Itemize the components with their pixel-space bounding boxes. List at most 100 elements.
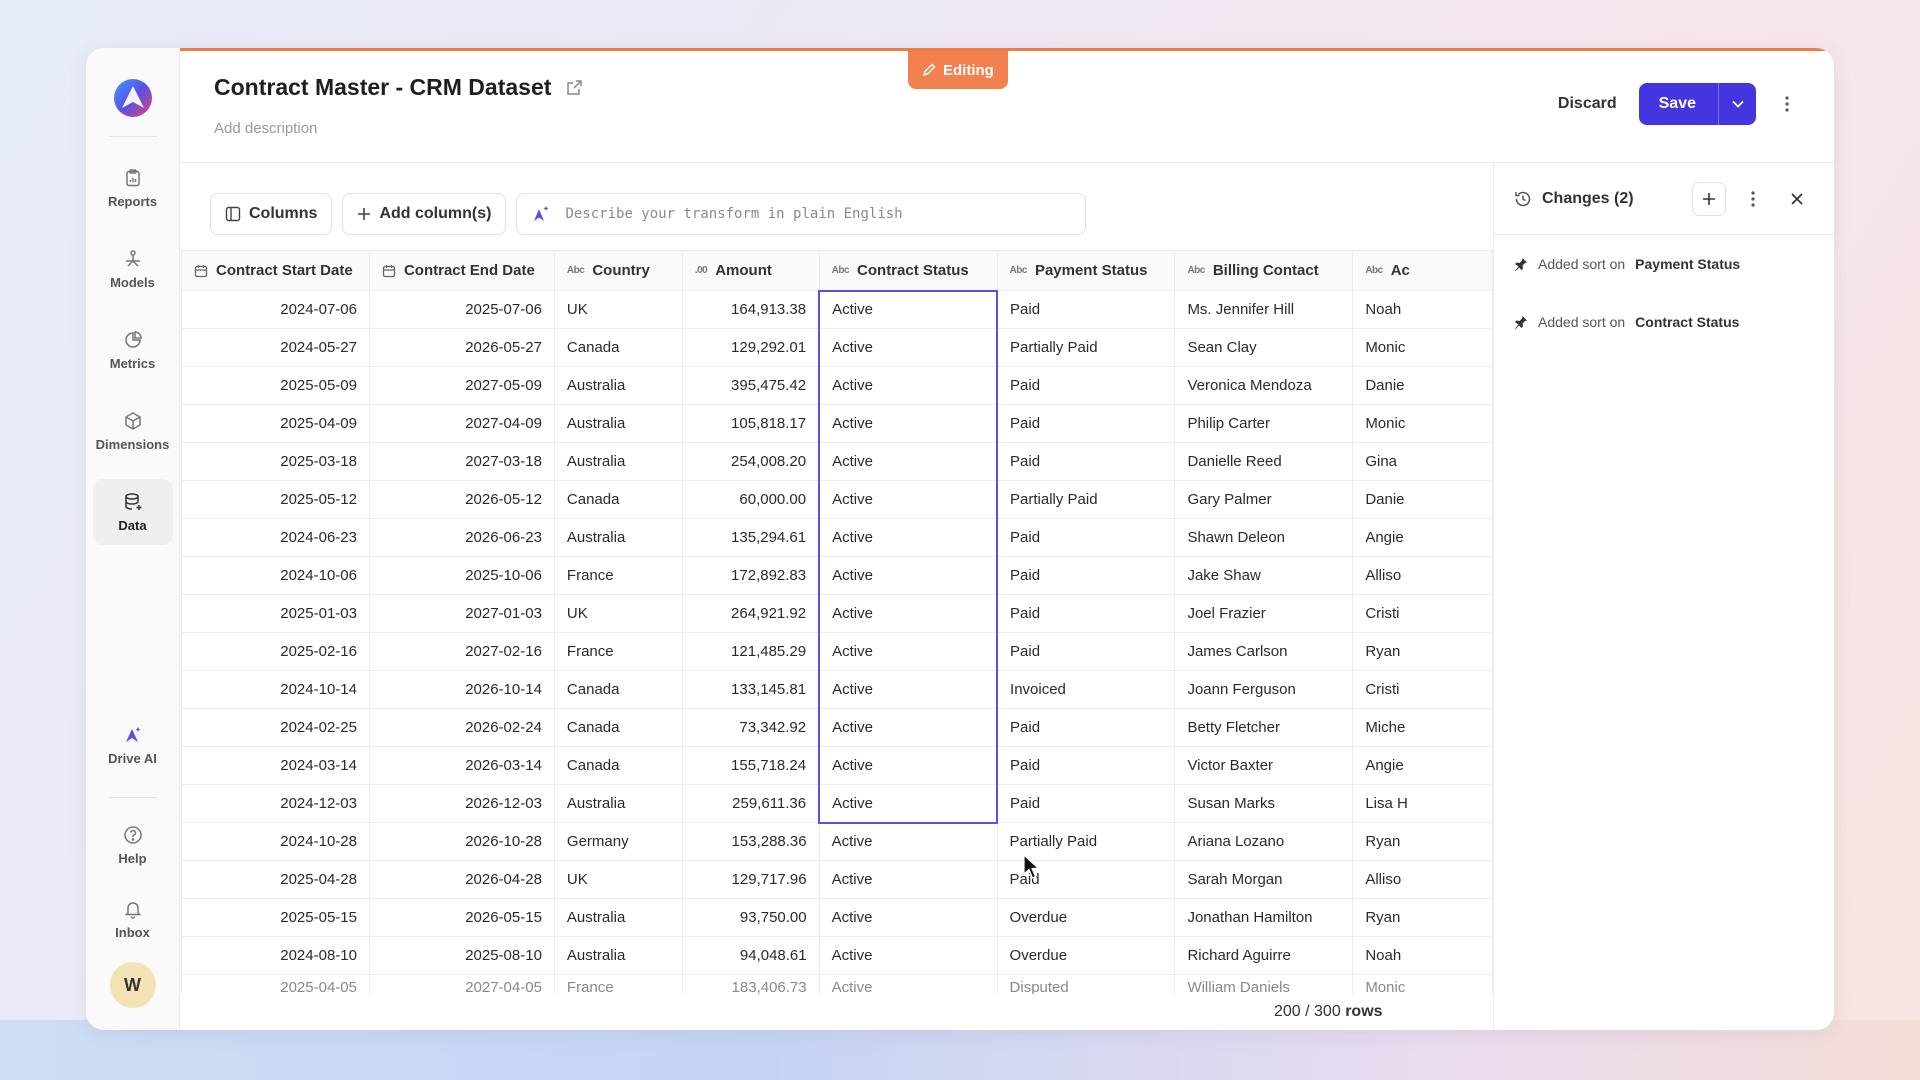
table-cell[interactable]: Angie bbox=[1352, 518, 1493, 557]
table-cell[interactable]: 153,288.36 bbox=[681, 822, 820, 861]
table-cell[interactable]: Australia bbox=[553, 442, 683, 481]
table-cell[interactable]: Canada bbox=[553, 328, 683, 367]
table-cell[interactable]: Gina bbox=[1352, 442, 1493, 481]
table-cell[interactable]: Richard Aguirre bbox=[1174, 936, 1354, 975]
table-cell[interactable]: 2027-04-05 bbox=[368, 974, 555, 994]
table-cell[interactable]: 183,406.73 bbox=[681, 974, 820, 994]
table-cell[interactable]: Germany bbox=[553, 822, 683, 861]
column-header[interactable]: Contract Start Date bbox=[181, 250, 370, 291]
table-cell[interactable]: Active bbox=[818, 670, 999, 709]
table-cell[interactable]: 2025-04-09 bbox=[181, 404, 370, 443]
table-row[interactable]: 2025-04-09 2027-04-09 Australia 105,818.17 A… bbox=[181, 404, 1493, 443]
sidebar-item-models[interactable]: Models bbox=[93, 236, 173, 302]
table-cell[interactable]: Cristi bbox=[1352, 594, 1493, 633]
table-cell[interactable]: Active bbox=[818, 289, 999, 329]
table-cell[interactable]: Paid bbox=[996, 632, 1176, 671]
table-cell[interactable]: Australia bbox=[553, 898, 683, 937]
close-panel-button[interactable] bbox=[1780, 182, 1814, 216]
sidebar-item-help[interactable]: Help bbox=[93, 812, 173, 878]
add-description[interactable]: Add description bbox=[214, 120, 318, 137]
table-cell[interactable]: 2026-05-15 bbox=[368, 898, 555, 937]
more-options-button[interactable] bbox=[1778, 96, 1796, 112]
table-cell[interactable]: 172,892.83 bbox=[681, 556, 820, 595]
sidebar-item-inbox[interactable]: Inbox bbox=[93, 886, 173, 952]
table-cell[interactable]: Danie bbox=[1352, 480, 1493, 519]
table-cell[interactable]: France bbox=[553, 556, 683, 595]
table-cell[interactable]: Sean Clay bbox=[1174, 328, 1354, 367]
table-cell[interactable]: Australia bbox=[553, 518, 683, 557]
table-cell[interactable]: Canada bbox=[553, 708, 683, 747]
table-row[interactable]: 2025-04-05 2027-04-05 France 183,406.73 Acti… bbox=[181, 974, 1493, 994]
table-cell[interactable]: Active bbox=[818, 480, 999, 519]
table-cell[interactable]: Paid bbox=[996, 404, 1176, 443]
table-cell[interactable]: 2026-10-28 bbox=[368, 822, 555, 861]
table-cell[interactable]: Paid bbox=[996, 708, 1176, 747]
table-cell[interactable]: Active bbox=[818, 898, 998, 937]
table-cell[interactable]: 2024-07-06 bbox=[181, 290, 370, 329]
column-header[interactable]: Contract End Date bbox=[368, 250, 555, 291]
table-cell[interactable]: Australia bbox=[553, 404, 683, 443]
table-cell[interactable]: Partially Paid bbox=[996, 822, 1176, 861]
table-cell[interactable]: Paid bbox=[996, 746, 1176, 785]
table-cell[interactable]: Alliso bbox=[1352, 860, 1493, 899]
data-table-container[interactable]: Contract Start Date Contract End Date Abc C… bbox=[181, 250, 1493, 994]
table-cell[interactable]: Paid bbox=[996, 442, 1176, 481]
table-cell[interactable]: 254,008.20 bbox=[681, 442, 820, 481]
table-cell[interactable]: 2026-05-12 bbox=[368, 480, 555, 519]
external-link-icon[interactable] bbox=[565, 79, 583, 97]
table-cell[interactable]: Australia bbox=[553, 936, 683, 975]
table-cell[interactable]: Jonathan Hamilton bbox=[1174, 898, 1354, 937]
table-cell[interactable]: 2024-10-06 bbox=[181, 556, 370, 595]
table-cell[interactable]: 94,048.61 bbox=[681, 936, 820, 975]
table-cell[interactable]: 2026-06-23 bbox=[368, 518, 555, 557]
table-cell[interactable]: Paid bbox=[996, 290, 1176, 329]
table-cell[interactable]: 60,000.00 bbox=[681, 480, 820, 519]
table-cell[interactable]: Cristi bbox=[1352, 670, 1493, 709]
table-cell[interactable]: 2024-02-25 bbox=[181, 708, 370, 747]
table-cell[interactable]: Monic bbox=[1352, 328, 1493, 367]
table-cell[interactable]: 259,611.36 bbox=[681, 784, 820, 823]
table-cell[interactable]: Monic bbox=[1352, 974, 1493, 994]
table-cell[interactable]: Jake Shaw bbox=[1174, 556, 1354, 595]
table-row[interactable]: 2024-06-23 2026-06-23 Australia 135,294.61 A… bbox=[181, 518, 1493, 557]
table-cell[interactable]: 2026-03-14 bbox=[368, 746, 555, 785]
table-cell[interactable]: James Carlson bbox=[1174, 632, 1354, 671]
table-cell[interactable]: UK bbox=[553, 290, 683, 329]
table-row[interactable]: 2025-05-09 2027-05-09 Australia 395,475.42 A… bbox=[181, 366, 1493, 405]
table-cell[interactable]: Joel Frazier bbox=[1174, 594, 1354, 633]
table-row[interactable]: 2024-07-06 2025-07-06 UK 164,913.38 Active Pa… bbox=[181, 289, 1493, 329]
sidebar-item-reports[interactable]: Reports bbox=[93, 155, 173, 221]
column-header[interactable]: Abc Ac bbox=[1352, 250, 1493, 291]
table-cell[interactable]: Canada bbox=[553, 746, 683, 785]
table-cell[interactable]: Canada bbox=[553, 480, 683, 519]
table-row[interactable]: 2024-10-06 2025-10-06 France 172,892.83 Acti… bbox=[181, 556, 1493, 595]
save-button[interactable]: Save bbox=[1658, 95, 1696, 112]
table-cell[interactable]: 2026-02-24 bbox=[368, 708, 555, 747]
table-cell[interactable]: Alliso bbox=[1352, 556, 1493, 595]
table-cell[interactable]: Active bbox=[818, 822, 998, 861]
app-logo-icon[interactable] bbox=[113, 78, 153, 118]
table-cell[interactable]: Paid bbox=[996, 366, 1176, 405]
table-row[interactable]: 2024-10-28 2026-10-28 Germany 153,288.36 Act… bbox=[181, 822, 1493, 861]
table-row[interactable]: 2024-12-03 2026-12-03 Australia 259,611.36 A… bbox=[181, 784, 1493, 824]
table-cell[interactable]: Active bbox=[818, 860, 998, 899]
table-cell[interactable]: 2025-08-10 bbox=[368, 936, 555, 975]
table-row[interactable]: 2025-01-03 2027-01-03 UK 264,921.92 Active Pa… bbox=[181, 594, 1493, 633]
table-cell[interactable]: Active bbox=[818, 746, 999, 785]
table-cell[interactable]: Canada bbox=[553, 670, 683, 709]
table-cell[interactable]: Paid bbox=[996, 784, 1176, 823]
table-cell[interactable]: Partially Paid bbox=[996, 328, 1176, 367]
table-row[interactable]: 2024-10-14 2026-10-14 Canada 133,145.81 Acti… bbox=[181, 670, 1493, 709]
table-cell[interactable]: France bbox=[553, 974, 683, 994]
table-row[interactable]: 2025-05-12 2026-05-12 Canada 60,000.00 Activ… bbox=[181, 480, 1493, 519]
table-cell[interactable]: Active bbox=[818, 594, 999, 633]
table-cell[interactable]: 93,750.00 bbox=[681, 898, 820, 937]
table-cell[interactable]: 2027-05-09 bbox=[368, 366, 555, 405]
table-cell[interactable]: Active bbox=[818, 442, 999, 481]
table-cell[interactable]: 2026-12-03 bbox=[368, 784, 555, 823]
table-cell[interactable]: Victor Baxter bbox=[1174, 746, 1354, 785]
table-cell[interactable]: 2024-03-14 bbox=[181, 746, 370, 785]
table-cell[interactable]: Danielle Reed bbox=[1174, 442, 1354, 481]
table-cell[interactable]: Active bbox=[818, 366, 999, 405]
table-cell[interactable]: 2024-10-28 bbox=[181, 822, 370, 861]
